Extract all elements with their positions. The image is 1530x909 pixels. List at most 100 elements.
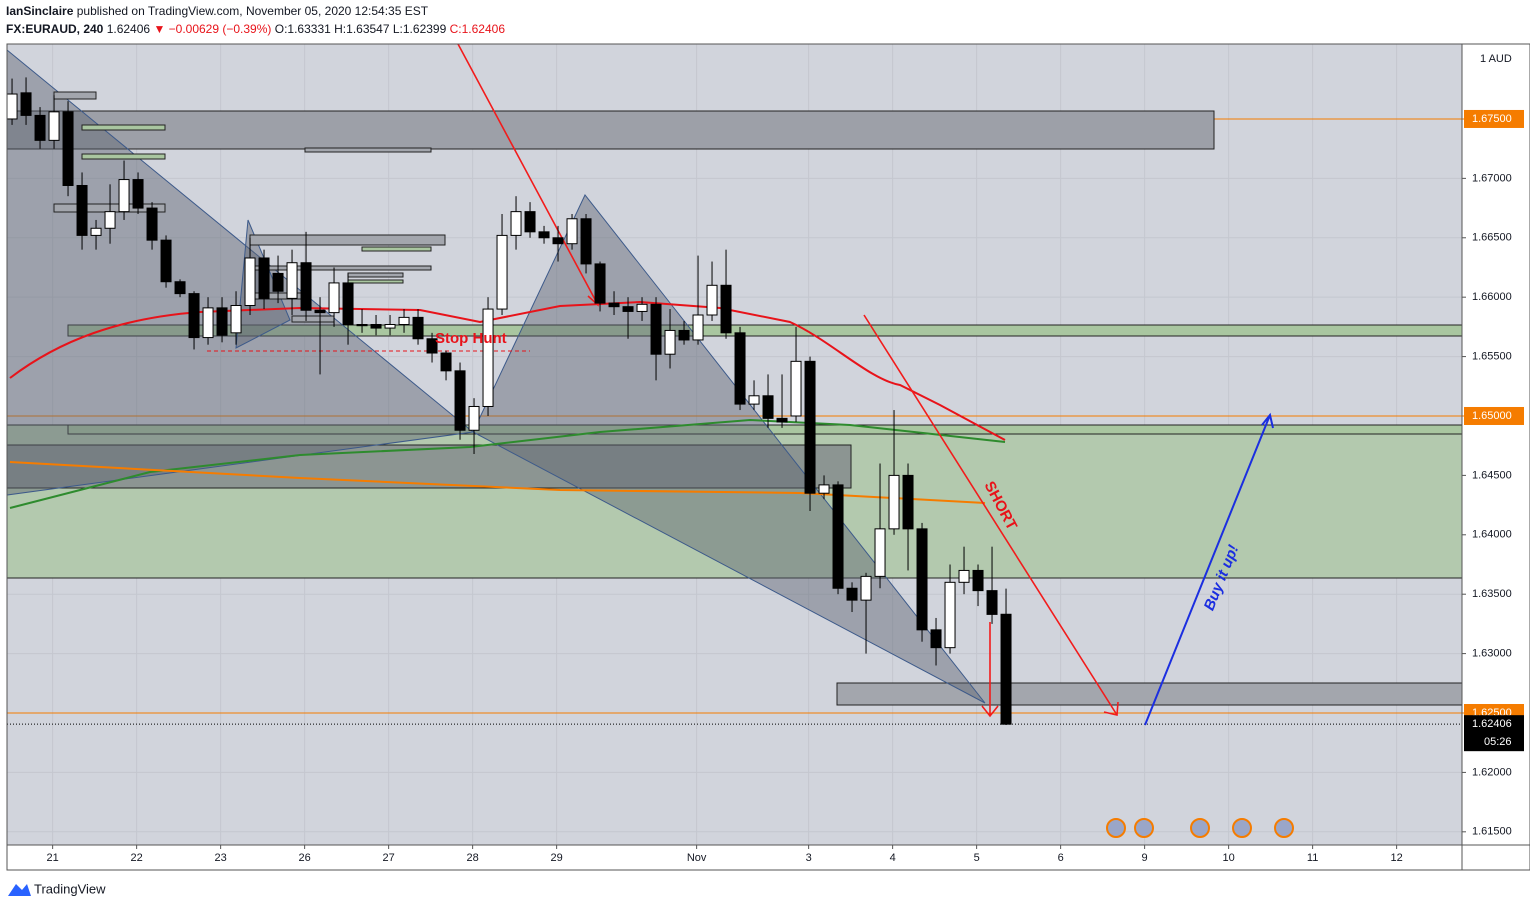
candle-body (412, 316, 424, 340)
symbol: FX:EURAUD, 240 (6, 22, 104, 36)
last: 1.62406 (107, 22, 151, 36)
y-tick-label: 1.66500 (1472, 232, 1512, 244)
candles (6, 77, 1012, 726)
y-tick-label: 1.64000 (1472, 529, 1512, 541)
header: IanSinclaire published on TradingView.co… (6, 4, 429, 18)
candle-body (202, 307, 214, 339)
countdown: 05:26 (1484, 736, 1512, 748)
candle-body (48, 111, 60, 141)
price-label: 1.65000 (1472, 410, 1512, 422)
candle-body (986, 590, 998, 615)
candle-body (706, 284, 718, 316)
moving-average (9, 300, 1006, 441)
candle-body (118, 179, 130, 213)
y-tick-label: 1.67000 (1472, 172, 1512, 184)
candle-body (566, 218, 578, 245)
candle-body (370, 324, 382, 329)
x-tick-label: 3 (806, 852, 812, 864)
candle-body (132, 179, 144, 209)
y-tick-label: 1.61500 (1472, 826, 1512, 838)
candle-body (902, 474, 914, 530)
candle-body (930, 629, 942, 649)
candle-body (1000, 613, 1012, 725)
candle-body (720, 284, 732, 334)
candle-body (34, 114, 46, 141)
supply-zone (6, 110, 1215, 150)
candle-body (972, 569, 984, 592)
price-label-box (1464, 406, 1524, 425)
candle-body (90, 227, 102, 236)
candle-body (650, 303, 662, 355)
brand[interactable]: TradingView (34, 881, 106, 896)
candle-body (188, 293, 200, 339)
published: published on TradingView.com, November 0… (77, 4, 429, 18)
candle-body (398, 316, 410, 326)
x-tick-label: 26 (299, 852, 311, 864)
candle-body (384, 324, 396, 329)
moving-average (9, 418, 1006, 509)
y-tick-label: 1.63000 (1472, 648, 1512, 660)
candle-body (944, 581, 956, 649)
y-tick-label: 1.62000 (1472, 766, 1512, 778)
candle-body (314, 309, 326, 314)
x-tick-label: 10 (1222, 852, 1234, 864)
candle-body (510, 211, 522, 236)
candle-body (916, 528, 928, 631)
open: O:1.63331 (275, 22, 331, 36)
zone (6, 444, 852, 489)
event-icons (1106, 818, 1294, 838)
candle-body (958, 569, 970, 583)
x-tick-label: 21 (47, 852, 59, 864)
candle-body (258, 257, 270, 299)
last-price-box (1464, 715, 1524, 752)
candle-body (300, 262, 312, 311)
candle-body (482, 308, 494, 407)
x-tick-label: 28 (467, 852, 479, 864)
candle-body (692, 314, 704, 341)
candle-body (580, 218, 592, 265)
price-label-box (1464, 109, 1524, 128)
candle-body (62, 111, 74, 186)
candle-body (496, 234, 508, 310)
annotation: Stop Hunt (435, 330, 507, 347)
candle-body (860, 575, 872, 601)
candle-body (454, 370, 466, 431)
x-tick-label: 12 (1390, 852, 1402, 864)
logo (8, 884, 31, 896)
y-tick-label: 1.63500 (1472, 588, 1512, 600)
price-label: 1.67500 (1472, 113, 1512, 125)
candle-body (6, 93, 18, 120)
candle-body (594, 263, 606, 304)
symbol-line: FX:EURAUD, 240 1.62406 ▼ −0.00629 (−0.39… (6, 22, 505, 36)
candle-body (636, 303, 648, 312)
arrow (1144, 412, 1274, 726)
candle-body (622, 306, 634, 312)
candle-body (748, 395, 760, 405)
close: C:1.62406 (450, 22, 506, 36)
candle-body (762, 395, 774, 419)
zone (836, 682, 1463, 706)
low: L:1.62399 (393, 22, 447, 36)
x-tick-label: 27 (383, 852, 395, 864)
drawings (6, 43, 1463, 838)
candle-body (552, 237, 564, 245)
candle-body (734, 332, 746, 405)
candle-body (818, 484, 830, 494)
candle-body (832, 484, 844, 589)
candle-body (342, 282, 354, 326)
candle-body (538, 231, 550, 239)
x-tick-label: 4 (890, 852, 896, 864)
x-tick-label: 11 (1307, 852, 1318, 864)
candle-body (608, 302, 620, 308)
last-price-label: 1.62406 (1472, 718, 1512, 730)
y-tick-label: 1.66000 (1472, 291, 1512, 303)
candle-body (160, 239, 172, 283)
candle-body (146, 207, 158, 241)
frame (6, 43, 1530, 871)
candle-body (216, 307, 228, 336)
currency-label: 1 AUD (1480, 53, 1512, 65)
change: ▼ −0.00629 (−0.39%) (153, 22, 271, 36)
candle-body (776, 417, 788, 423)
